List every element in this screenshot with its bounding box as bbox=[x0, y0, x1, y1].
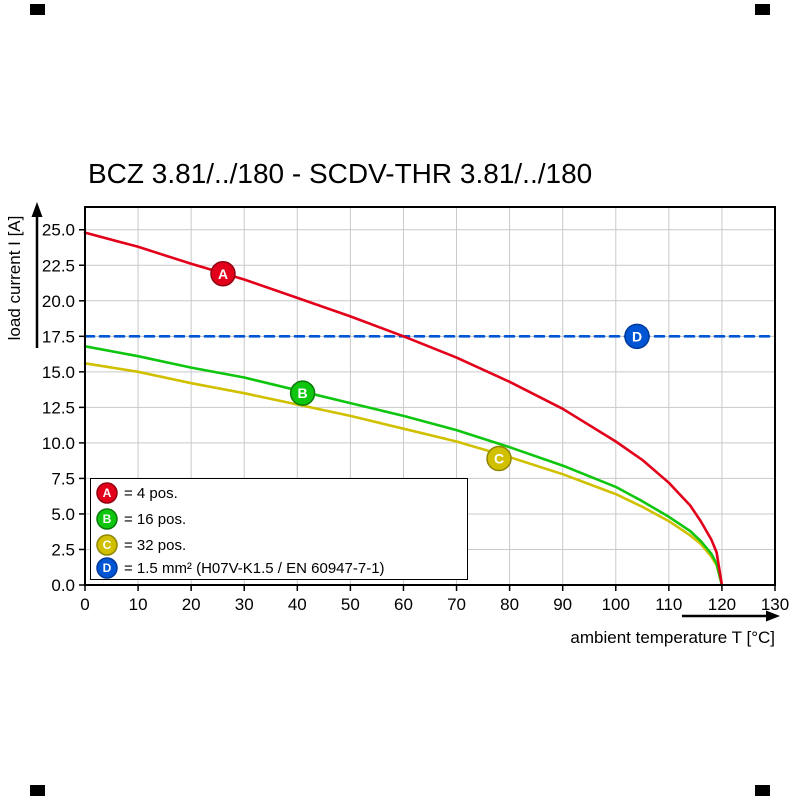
x-tick-label: 90 bbox=[553, 595, 572, 614]
y-tick-label: 5.0 bbox=[51, 505, 75, 524]
legend-box bbox=[90, 478, 468, 580]
marker-D: D bbox=[624, 323, 650, 350]
legend-item-C: C = 32 pos. bbox=[96, 534, 186, 556]
x-tick-label: 130 bbox=[761, 595, 789, 614]
marker-letter: B bbox=[298, 385, 308, 401]
y-tick-label: 17.5 bbox=[42, 327, 75, 346]
marker-B: B bbox=[289, 380, 316, 406]
x-tick-label: 30 bbox=[235, 595, 254, 614]
curve-A bbox=[83, 231, 724, 587]
y-tick-label: 12.5 bbox=[42, 398, 75, 417]
y-axis-label-group: load current I [A] bbox=[5, 202, 43, 348]
marker-A-icon bbox=[210, 261, 236, 287]
marker-A: A bbox=[210, 261, 236, 287]
y-tick-label: 7.5 bbox=[51, 469, 75, 488]
legend-item-A: A = 4 pos. bbox=[96, 482, 178, 504]
y-axis-label: load current I [A] bbox=[5, 216, 24, 341]
y-tick-label: 0.0 bbox=[51, 576, 75, 595]
curve-B bbox=[83, 345, 724, 587]
curves bbox=[83, 231, 777, 587]
crop-mark-top-right bbox=[755, 4, 770, 15]
marker-B-icon bbox=[289, 380, 316, 406]
y-tick-label: 22.5 bbox=[42, 256, 75, 275]
y-tick-label: 25.0 bbox=[42, 221, 75, 240]
crop-mark-bottom-left bbox=[30, 785, 45, 796]
x-tick-label: 100 bbox=[602, 595, 630, 614]
legend-marker-letter: A bbox=[103, 486, 112, 500]
x-axis-label: ambient temperature T [°C] bbox=[570, 628, 775, 647]
legend-marker-A-icon bbox=[96, 482, 118, 504]
marker-letter: C bbox=[494, 451, 504, 467]
x-tick-label: 80 bbox=[500, 595, 519, 614]
x-tick-label: 0 bbox=[80, 595, 89, 614]
legend-marker-letter: C bbox=[103, 538, 112, 552]
x-tick-label: 50 bbox=[341, 595, 360, 614]
legend-label: = 32 pos. bbox=[124, 537, 186, 554]
marker-C-icon bbox=[486, 445, 512, 472]
x-tick-label: 20 bbox=[182, 595, 201, 614]
legend-label: = 4 pos. bbox=[124, 485, 178, 502]
legend-marker-letter: B bbox=[103, 512, 112, 526]
legend-marker-B-icon bbox=[96, 508, 118, 530]
legend-label: = 16 pos. bbox=[124, 511, 186, 528]
y-axis-arrow-icon bbox=[31, 202, 43, 217]
y-tick-label: 2.5 bbox=[51, 540, 75, 559]
marker-C: C bbox=[486, 445, 512, 472]
crop-mark-bottom-right bbox=[755, 785, 770, 796]
chart-title: BCZ 3.81/../180 - SCDV-THR 3.81/../180 bbox=[88, 158, 593, 189]
crop-mark-top-left bbox=[30, 4, 45, 15]
marker-letter: D bbox=[632, 328, 642, 344]
legend-marker-C-icon bbox=[96, 534, 118, 556]
x-tick-label: 120 bbox=[708, 595, 736, 614]
legend-marker-D-icon bbox=[96, 557, 118, 579]
plot-frame bbox=[84, 206, 776, 586]
legend: A = 4 pos. B = 16 pos. C = 32 pos. D = 1.5 mm² … bbox=[90, 478, 468, 580]
x-axis-arrow-icon bbox=[766, 610, 780, 622]
y-tick-label: 15.0 bbox=[42, 363, 75, 382]
marker-D-icon bbox=[624, 323, 650, 350]
legend-marker-letter: D bbox=[103, 561, 112, 575]
x-axis-label-group: ambient temperature T [°C] bbox=[570, 610, 780, 647]
x-tick-label: 110 bbox=[655, 595, 682, 614]
legend-item-B: B = 16 pos. bbox=[96, 508, 186, 530]
legend-item-D: D = 1.5 mm² (H07V-K1.5 / EN 60947-7-1) bbox=[96, 557, 385, 579]
y-tick-label: 20.0 bbox=[42, 292, 75, 311]
curve-C bbox=[83, 362, 724, 587]
x-tick-label: 70 bbox=[447, 595, 466, 614]
y-tick-label: 10.0 bbox=[42, 434, 75, 453]
axis-ticks: 0 10 20 30 40 50 60 70 80 90 100 110 120 130 0.0 2.5 5.0… bbox=[42, 221, 789, 614]
x-tick-label: 60 bbox=[394, 595, 413, 614]
legend-label: = 1.5 mm² (H07V-K1.5 / EN 60947-7-1) bbox=[124, 560, 385, 577]
curve-markers: A B C D bbox=[210, 261, 650, 472]
marker-letter: A bbox=[218, 266, 228, 282]
x-tick-label: 40 bbox=[288, 595, 307, 614]
x-tick-label: 10 bbox=[129, 595, 148, 614]
